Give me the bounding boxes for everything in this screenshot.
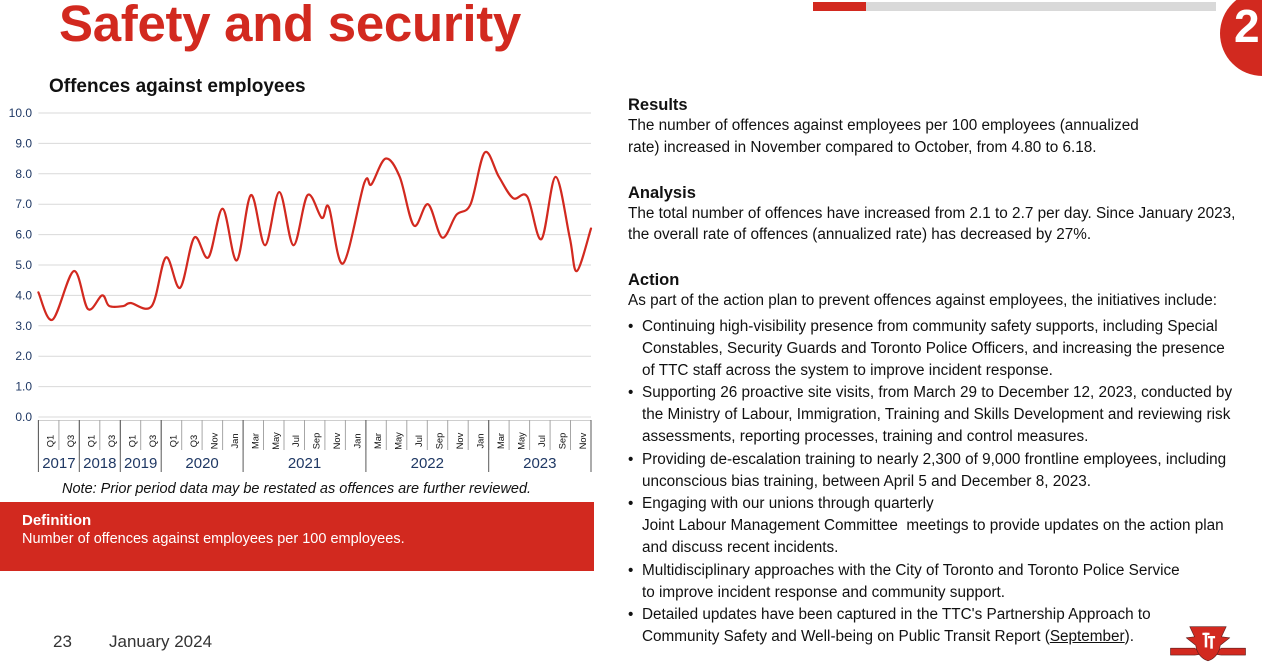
svg-text:Mar: Mar <box>496 433 506 449</box>
svg-text:Sep: Sep <box>435 433 445 450</box>
svg-text:8.0: 8.0 <box>15 167 32 181</box>
svg-text:Jan: Jan <box>230 434 240 449</box>
svg-text:Nov: Nov <box>209 432 219 449</box>
svg-text:Mar: Mar <box>373 433 383 449</box>
svg-text:2020: 2020 <box>185 455 218 472</box>
svg-text:Nov: Nov <box>578 432 588 449</box>
svg-text:2.0: 2.0 <box>15 349 32 363</box>
svg-text:Q1: Q1 <box>168 435 178 447</box>
svg-text:Jul: Jul <box>537 435 547 447</box>
svg-text:7.0: 7.0 <box>15 197 32 211</box>
svg-text:Sep: Sep <box>312 433 322 450</box>
svg-text:Jan: Jan <box>475 434 485 449</box>
svg-text:Q1: Q1 <box>87 435 97 447</box>
svg-text:Mar: Mar <box>250 433 260 449</box>
svg-text:6.0: 6.0 <box>15 228 32 242</box>
svg-text:2022: 2022 <box>411 455 444 472</box>
svg-text:Q3: Q3 <box>189 435 199 447</box>
svg-text:2019: 2019 <box>124 455 157 472</box>
svg-text:Q1: Q1 <box>128 435 138 447</box>
svg-text:Q3: Q3 <box>66 435 76 447</box>
svg-text:5.0: 5.0 <box>15 258 32 272</box>
svg-text:Jan: Jan <box>353 434 363 449</box>
svg-text:2021: 2021 <box>288 455 321 472</box>
svg-text:May: May <box>516 432 526 450</box>
svg-text:Q3: Q3 <box>148 435 158 447</box>
svg-text:Sep: Sep <box>557 433 567 450</box>
svg-text:2023: 2023 <box>523 455 556 472</box>
svg-text:Nov: Nov <box>455 432 465 449</box>
svg-text:2017: 2017 <box>42 455 75 472</box>
svg-text:Nov: Nov <box>332 432 342 449</box>
svg-text:1.0: 1.0 <box>15 380 32 394</box>
svg-text:0.0: 0.0 <box>15 410 32 424</box>
svg-text:3.0: 3.0 <box>15 319 32 333</box>
svg-text:10.0: 10.0 <box>9 108 33 120</box>
svg-text:Jul: Jul <box>414 435 424 447</box>
svg-text:2018: 2018 <box>83 455 116 472</box>
svg-text:9.0: 9.0 <box>15 136 32 150</box>
svg-text:May: May <box>271 432 281 450</box>
svg-text:4.0: 4.0 <box>15 288 32 302</box>
svg-text:May: May <box>394 432 404 450</box>
svg-text:Jul: Jul <box>291 435 301 447</box>
svg-text:Q3: Q3 <box>107 435 117 447</box>
svg-text:Q1: Q1 <box>46 435 56 447</box>
